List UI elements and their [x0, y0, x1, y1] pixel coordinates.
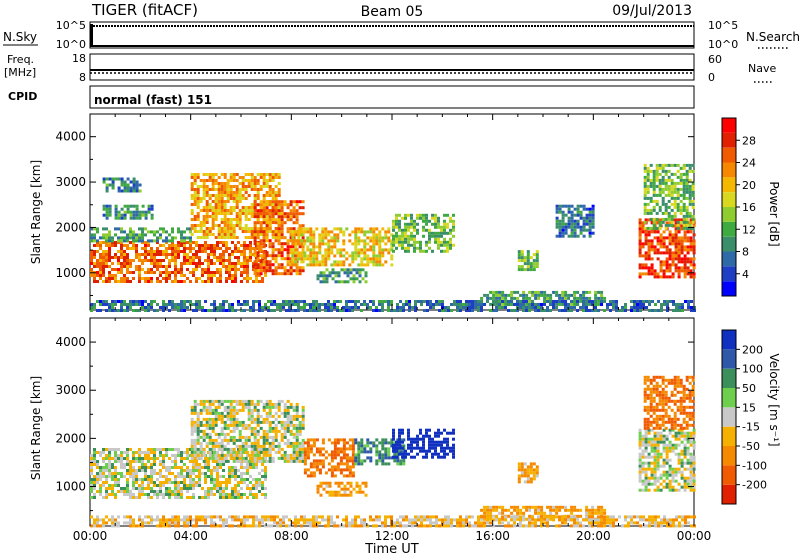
power-colorbar-label: Power [dB] [767, 181, 781, 246]
nave-tick-low: 0 [708, 71, 715, 84]
y-tick-label: 4000 [55, 335, 86, 349]
colorbar-swatch [722, 148, 736, 163]
freq-tick-high: 18 [72, 52, 86, 65]
colorbar-swatch [722, 427, 736, 446]
y-tick-label: 4000 [55, 130, 86, 144]
colorbar-swatch [722, 330, 736, 349]
y-tick-label: 2000 [55, 431, 86, 445]
nsearch-tick-low: 10^0 [708, 38, 738, 51]
colorbar-swatch [722, 192, 736, 207]
freq-panel [90, 54, 694, 80]
colorbar-swatch [722, 485, 736, 504]
colorbar-tick-label: 20 [742, 179, 756, 192]
colorbar-tick-label: -200 [742, 479, 767, 492]
velocity-colorbar-label: Velocity [m s⁻¹] [767, 353, 781, 446]
colorbar-swatch [722, 237, 736, 252]
colorbar-swatch [722, 281, 736, 296]
colorbar-tick-label: 28 [742, 134, 756, 147]
colorbar-tick-label: 24 [742, 157, 756, 170]
nave-tick-high: 60 [708, 53, 722, 66]
colorbar-tick-label: -15 [742, 421, 760, 434]
colorbar-tick-label: 12 [742, 223, 756, 236]
colorbar-swatch [722, 177, 736, 192]
colorbar-tick-label: 4 [742, 268, 749, 281]
colorbar-swatch [722, 349, 736, 368]
colorbar-swatch [722, 369, 736, 388]
y-tick-label: 3000 [55, 383, 86, 397]
colorbar-swatch [722, 222, 736, 237]
power-panel-colorbar: 4 8 12 16 20 24 28 [722, 118, 756, 296]
colorbar-swatch [722, 446, 736, 465]
date-label: 09/Jul/2013 [612, 3, 692, 19]
power-ylabel: Slant Range [km] [29, 160, 43, 264]
colorbar-swatch [722, 118, 736, 133]
colorbar-tick-label: 200 [742, 343, 763, 356]
y-tick-label: 3000 [55, 175, 86, 189]
x-tick-label: 12:00 [375, 529, 410, 543]
colorbar-swatch [722, 465, 736, 484]
beam-label: Beam 05 [361, 4, 424, 20]
radar-title: TIGER (fitACF) [91, 1, 198, 19]
colorbar-swatch [722, 163, 736, 178]
freq-unit: [MHz] [4, 66, 36, 79]
nsky-tick-low: 10^0 [56, 38, 86, 51]
colorbar-tick-label: 8 [742, 246, 749, 259]
power-panel-region-11 [556, 205, 595, 238]
y-tick-label: 1000 [55, 480, 86, 494]
y-tick-label: 1000 [55, 266, 86, 280]
power-panel-plot: 1000 2000 3000 4000 [55, 114, 696, 312]
colorbar-tick-label: 50 [742, 382, 756, 395]
colorbar-swatch [722, 266, 736, 281]
velocity-panel-colorbar: 200 100 50 15 -15 -50 -100 -200 [722, 330, 767, 504]
x-axis-label: Time UT [364, 542, 418, 554]
freq-label: Freq. [7, 53, 34, 66]
y-tick-label: 2000 [55, 220, 86, 234]
nsky-label: N.Sky [3, 30, 37, 44]
x-tick-label: 20:00 [576, 529, 611, 543]
colorbar-swatch [722, 388, 736, 407]
nsky-start-bar [90, 24, 93, 46]
velocity-panel-plot: 1000 2000 3000 4000 00:00 04:00 08:00 12:00 16:0… [55, 318, 711, 543]
colorbar-swatch [722, 407, 736, 426]
x-tick-label: 04:00 [173, 529, 208, 543]
nsearch-label: N.Search [746, 30, 800, 44]
x-tick-label: 08:00 [274, 529, 309, 543]
rti-panels: 1000 2000 3000 4000 4 8 12 16 20 24 28 1000 2000 3000… [55, 114, 767, 543]
colorbar-tick-label: -100 [742, 459, 767, 472]
nave-label: Nave [748, 62, 776, 75]
colorbar-tick-label: -50 [742, 440, 760, 453]
colorbar-tick-label: 15 [742, 401, 756, 414]
freq-tick-low: 8 [79, 71, 86, 84]
x-tick-label: 16:00 [475, 529, 510, 543]
power-panel-region-10 [518, 250, 539, 271]
cpid-text: normal (fast) 151 [94, 93, 212, 107]
colorbar-tick-label: 100 [742, 363, 763, 376]
colorbar-tick-label: 16 [742, 201, 756, 214]
nsearch-tick-high: 10^5 [708, 19, 738, 32]
velocity-ylabel: Slant Range [km] [29, 376, 43, 480]
x-tick-label: 00:00 [677, 529, 712, 543]
colorbar-swatch [722, 133, 736, 148]
colorbar-swatch [722, 207, 736, 222]
nsky-tick-high: 10^5 [56, 19, 86, 32]
colorbar-swatch [722, 252, 736, 267]
cpid-label: CPID [8, 90, 37, 103]
x-tick-label: 00:00 [73, 529, 108, 543]
